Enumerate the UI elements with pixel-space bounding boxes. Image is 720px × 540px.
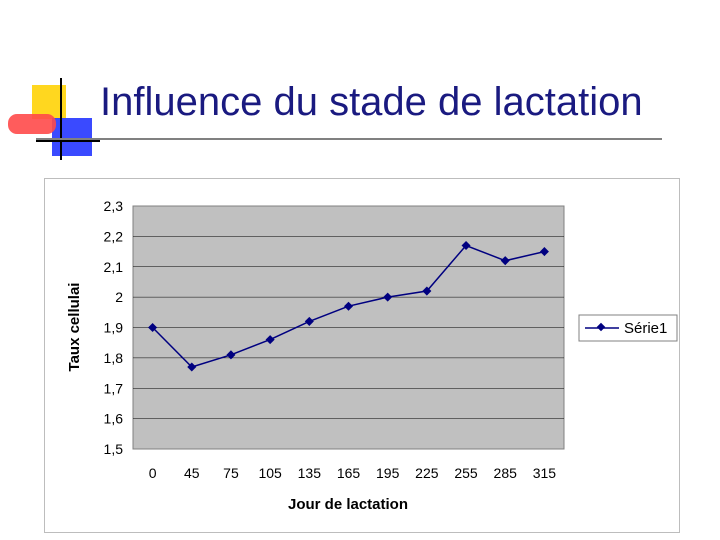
x-tick-label: 75 <box>223 465 239 481</box>
x-tick-label: 195 <box>376 465 400 481</box>
x-tick-label: 315 <box>533 465 557 481</box>
x-tick-label: 285 <box>494 465 518 481</box>
slide-logo-icon <box>8 78 100 160</box>
data-point <box>383 292 393 302</box>
y-tick-label: 2,1 <box>104 259 124 275</box>
x-axis-label: Jour de lactation <box>288 496 408 513</box>
x-tick-label: 225 <box>415 465 439 481</box>
y-tick-label: 1,9 <box>104 320 124 336</box>
legend: Série1 <box>578 314 678 342</box>
data-point <box>461 240 471 251</box>
x-tick-label: 105 <box>258 465 282 481</box>
slide-title: Influence du stade de lactation <box>100 80 643 124</box>
legend-marker <box>596 322 606 332</box>
legend-label: Série1 <box>624 320 667 337</box>
y-tick-label: 1,7 <box>104 380 124 396</box>
y-tick-label: 1,8 <box>104 350 124 366</box>
y-tick-label: 1,5 <box>104 441 124 457</box>
x-tick-label: 45 <box>184 465 200 481</box>
y-axis-ticks: 1,5 1,6 1,7 1,8 1,9 2 2,1 2,2 2,3 <box>104 198 124 457</box>
chart-frame: 1,5 1,6 1,7 1,8 1,9 2 2,1 2,2 2,3 0 45 75 105 135 165… <box>44 178 680 533</box>
y-axis-label: Taux cellulai <box>66 283 83 372</box>
x-axis-ticks: 0 45 75 105 135 165 195 225 255 285 315 <box>149 465 557 481</box>
y-tick-label: 2,3 <box>104 198 124 214</box>
title-divider <box>36 138 662 140</box>
data-point <box>539 247 549 257</box>
x-tick-label: 0 <box>149 465 157 481</box>
line-chart: 1,5 1,6 1,7 1,8 1,9 2 2,1 2,2 2,3 0 45 75 105 135 165… <box>66 198 678 513</box>
data-point <box>187 362 197 372</box>
y-tick-label: 1,6 <box>104 411 124 427</box>
x-tick-label: 165 <box>337 465 361 481</box>
y-tick-label: 2 <box>115 289 123 305</box>
x-tick-label: 135 <box>298 465 322 481</box>
gridlines <box>133 236 564 419</box>
x-tick-label: 255 <box>454 465 478 481</box>
y-tick-label: 2,2 <box>104 228 124 244</box>
